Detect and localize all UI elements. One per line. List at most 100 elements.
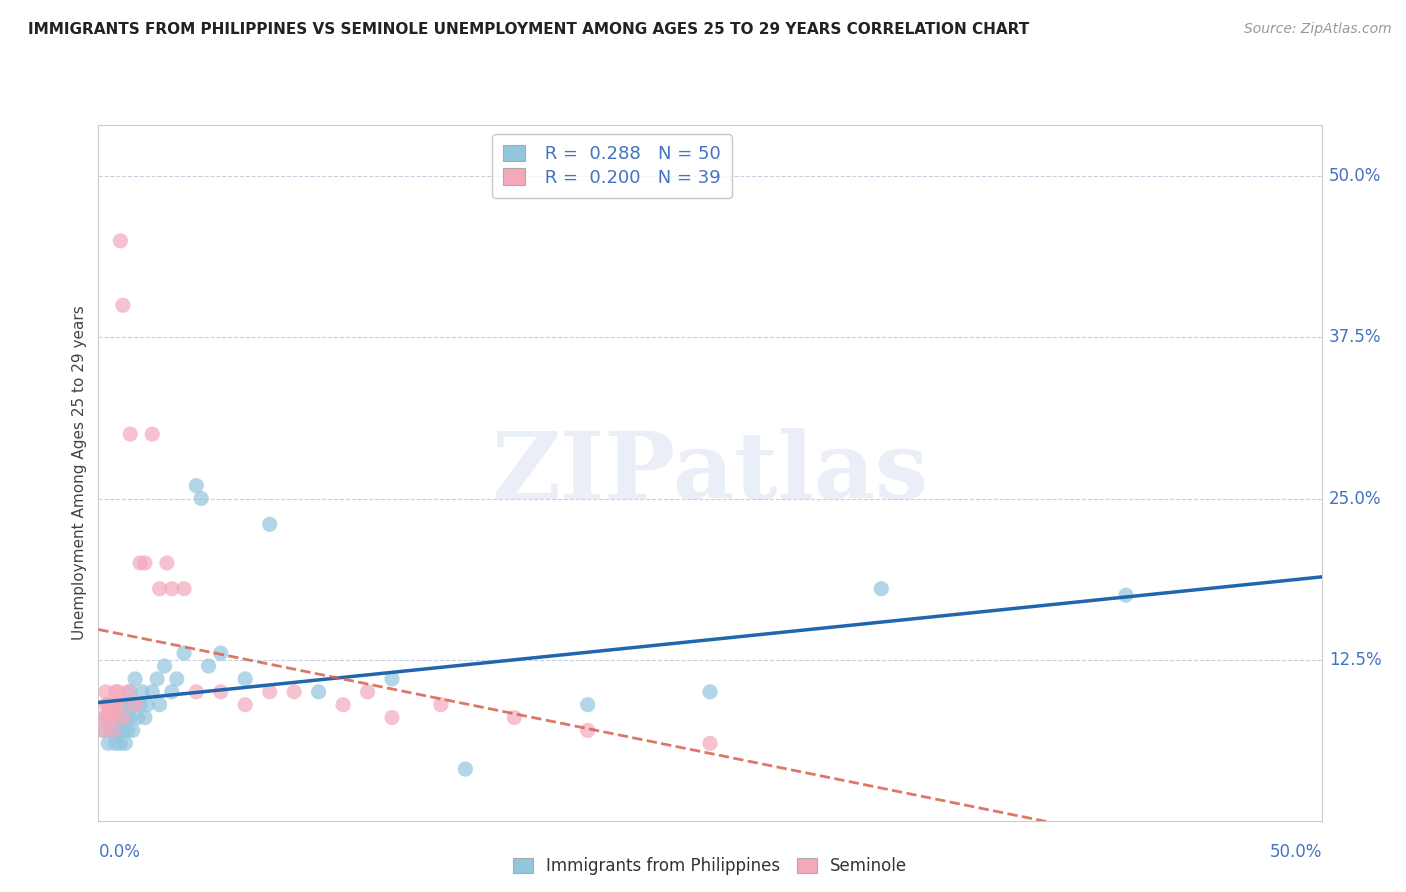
Point <box>94 685 117 699</box>
Point <box>111 723 134 738</box>
Point <box>233 672 256 686</box>
Point <box>110 234 132 248</box>
Point <box>134 556 156 570</box>
Point <box>160 685 183 699</box>
Point <box>870 582 893 596</box>
Point <box>141 685 163 699</box>
Text: 0.0%: 0.0% <box>98 843 141 861</box>
Point <box>576 723 599 738</box>
Point <box>129 698 152 712</box>
Text: 50.0%: 50.0% <box>1270 843 1322 861</box>
Point <box>101 710 124 724</box>
Point <box>101 710 124 724</box>
Point <box>134 710 156 724</box>
Point <box>110 736 132 750</box>
Point <box>97 698 120 712</box>
Point <box>124 698 146 712</box>
Point <box>91 710 114 724</box>
Point <box>91 723 114 738</box>
Point <box>156 556 179 570</box>
Point <box>173 582 195 596</box>
Point <box>190 491 212 506</box>
Point <box>186 685 208 699</box>
Point <box>197 659 219 673</box>
Point <box>117 723 139 738</box>
Point <box>107 698 129 712</box>
Point <box>100 710 122 724</box>
Point <box>117 685 139 699</box>
Point <box>101 723 124 738</box>
Point <box>97 736 120 750</box>
Point <box>100 698 122 712</box>
Point <box>699 736 721 750</box>
Point <box>136 698 159 712</box>
Point <box>100 723 122 738</box>
Point <box>503 710 526 724</box>
Point <box>129 556 152 570</box>
Point <box>166 672 188 686</box>
Point <box>173 646 195 660</box>
Point <box>104 736 127 750</box>
Point <box>120 685 142 699</box>
Text: 50.0%: 50.0% <box>1329 168 1381 186</box>
Text: 25.0%: 25.0% <box>1329 490 1381 508</box>
Point <box>120 427 142 442</box>
Point <box>1115 588 1137 602</box>
Point <box>111 698 134 712</box>
Point <box>233 698 256 712</box>
Point <box>259 517 281 532</box>
Point <box>121 723 143 738</box>
Point <box>160 582 183 596</box>
Y-axis label: Unemployment Among Ages 25 to 29 years: Unemployment Among Ages 25 to 29 years <box>72 305 87 640</box>
Text: 37.5%: 37.5% <box>1329 328 1381 346</box>
Point <box>100 710 122 724</box>
Point <box>111 710 134 724</box>
Point <box>110 710 132 724</box>
Point <box>430 698 453 712</box>
Point <box>120 710 142 724</box>
Point <box>107 685 129 699</box>
Point <box>117 698 139 712</box>
Point <box>381 710 404 724</box>
Point <box>186 478 208 492</box>
Point <box>91 723 114 738</box>
Point <box>97 698 120 712</box>
Point <box>107 723 129 738</box>
Point <box>381 672 404 686</box>
Point <box>699 685 721 699</box>
Text: 12.5%: 12.5% <box>1329 650 1381 669</box>
Point <box>332 698 354 712</box>
Point <box>124 698 146 712</box>
Point <box>114 736 136 750</box>
Point <box>356 685 378 699</box>
Point <box>146 672 169 686</box>
Point <box>114 710 136 724</box>
Point <box>104 698 127 712</box>
Point <box>124 672 146 686</box>
Point <box>149 582 172 596</box>
Point <box>209 685 232 699</box>
Point <box>107 710 129 724</box>
Point <box>141 427 163 442</box>
Point <box>104 685 127 699</box>
Point <box>259 685 281 699</box>
Point <box>283 685 305 699</box>
Point <box>101 723 124 738</box>
Point <box>308 685 330 699</box>
Point <box>454 762 477 776</box>
Point <box>97 710 120 724</box>
Text: IMMIGRANTS FROM PHILIPPINES VS SEMINOLE UNEMPLOYMENT AMONG AGES 25 TO 29 YEARS C: IMMIGRANTS FROM PHILIPPINES VS SEMINOLE … <box>28 22 1029 37</box>
Point <box>131 685 153 699</box>
Legend: Immigrants from Philippines, Seminole: Immigrants from Philippines, Seminole <box>506 851 914 882</box>
Point <box>209 646 232 660</box>
Point <box>94 698 117 712</box>
Point <box>149 698 172 712</box>
Point <box>153 659 176 673</box>
Point <box>94 710 117 724</box>
Text: Source: ZipAtlas.com: Source: ZipAtlas.com <box>1244 22 1392 37</box>
Point <box>111 298 134 312</box>
Point <box>104 698 127 712</box>
Text: ZIPatlas: ZIPatlas <box>492 428 928 517</box>
Point <box>576 698 599 712</box>
Point <box>127 710 149 724</box>
